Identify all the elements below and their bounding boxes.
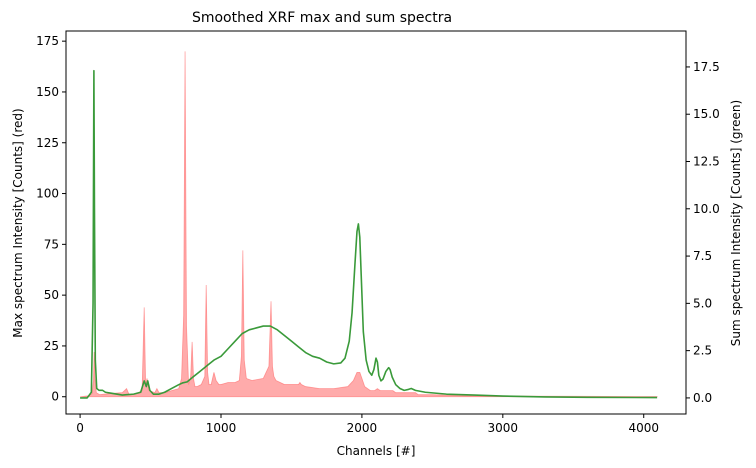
y-left-tick-label: 125	[36, 136, 59, 150]
plot-area	[65, 30, 687, 415]
y-right-axis-label: Sum spectrum Intensity [Counts] (green)	[729, 100, 743, 346]
chart-title: Smoothed XRF max and sum spectra	[192, 10, 452, 26]
y-right-tick-label: 10.0	[693, 202, 720, 216]
max-spectrum-area	[80, 51, 658, 398]
plot-frame	[65, 30, 687, 415]
y-left-tick-label: 75	[44, 237, 59, 251]
y-right-tick-label: 2.5	[693, 344, 712, 358]
x-tick-label: 2000	[347, 421, 378, 435]
y-right-tick-label: 0.0	[693, 391, 712, 405]
y-right-tick-label: 17.5	[693, 60, 720, 74]
y-left-axis-label: Max spectrum Intensity [Counts] (red)	[11, 108, 25, 337]
series-sum-spectrum	[80, 69, 658, 399]
x-axis-ticks: 0 1000 2000 3000 4000	[76, 414, 659, 435]
x-tick-label: 0	[76, 421, 84, 435]
y-left-tick-label: 100	[36, 187, 59, 201]
y-left-tick-label: 0	[51, 390, 59, 404]
x-tick-label: 3000	[488, 421, 519, 435]
x-tick-label: 4000	[628, 421, 659, 435]
y-right-tick-label: 7.5	[693, 249, 712, 263]
x-axis-label: Channels [#]	[337, 444, 416, 458]
y-right-tick-label: 15.0	[693, 107, 720, 121]
sum-spectrum-line	[80, 69, 658, 399]
y-left-tick-label: 50	[44, 288, 59, 302]
y-right-tick-label: 12.5	[693, 155, 720, 169]
y-left-tick-label: 175	[36, 34, 59, 48]
y-right-tick-label: 5.0	[693, 296, 712, 310]
series-max-spectrum	[80, 51, 658, 398]
x-tick-label: 1000	[206, 421, 237, 435]
y-right-axis-ticks: 0.0 2.5 5.0 7.5 10.0 12.5 15.0 17.5	[686, 60, 720, 405]
y-left-axis-ticks: 0 25 50 75 100 125 150 175	[36, 34, 66, 404]
y-left-tick-label: 25	[44, 339, 59, 353]
y-left-tick-label: 150	[36, 85, 59, 99]
